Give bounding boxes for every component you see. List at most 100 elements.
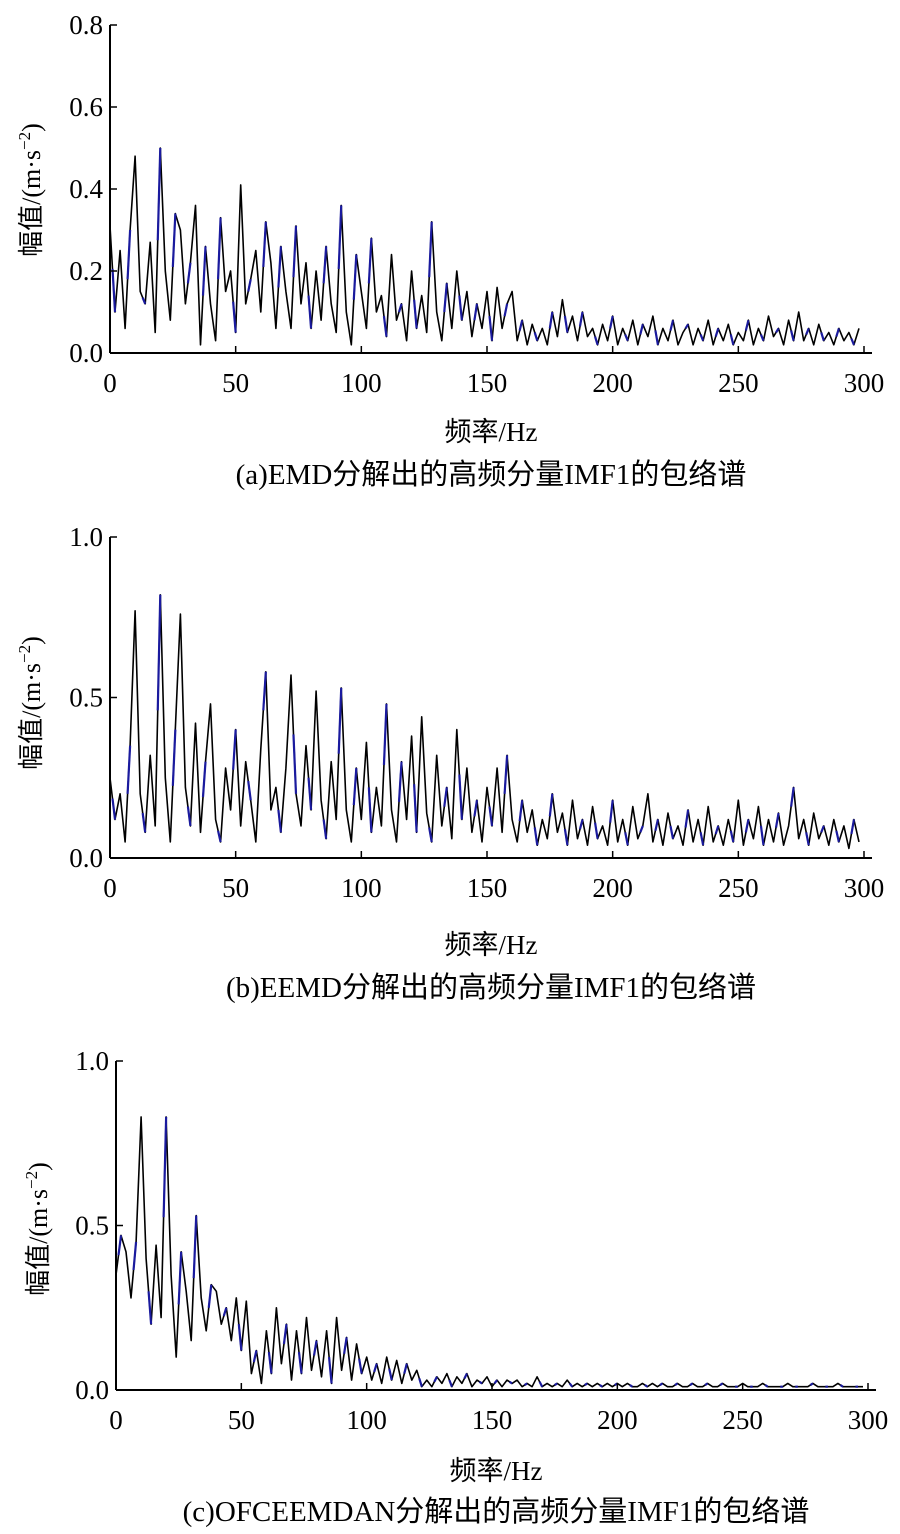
series-highlight	[835, 830, 840, 843]
y-tick-label: 1.0	[69, 522, 103, 552]
series-highlight	[533, 332, 539, 342]
series-highlight	[222, 1307, 228, 1317]
x-axis-label: 频率/Hz	[450, 1456, 543, 1486]
series-highlight	[367, 787, 373, 833]
series-highlight	[689, 1382, 694, 1386]
series-highlight	[835, 328, 840, 337]
series-highlight	[488, 315, 494, 341]
series-highlight	[568, 1382, 574, 1388]
series-line	[109, 147, 860, 346]
series-highlight	[704, 1382, 709, 1386]
series-highlight	[232, 301, 237, 333]
axes	[109, 25, 872, 354]
series-highlight	[805, 832, 810, 846]
series-highlight	[397, 303, 403, 313]
series-highlight	[518, 319, 524, 331]
y-axis-label-text: 幅值/(m·s−2)	[22, 1162, 53, 1296]
series-highlight	[397, 761, 403, 802]
series-highlight	[367, 238, 373, 284]
series-highlight	[639, 324, 644, 335]
series-highlight	[538, 1381, 544, 1388]
series-highlight	[478, 1380, 483, 1385]
y-tick-label: 0.5	[69, 683, 103, 713]
series-highlight	[141, 812, 147, 833]
series-highlight	[418, 1378, 423, 1388]
series-highlight	[388, 1368, 393, 1381]
series-highlight	[282, 1324, 288, 1345]
series-highlight	[644, 1384, 649, 1388]
series-highlight	[548, 793, 554, 817]
series-highlight	[237, 1324, 243, 1351]
series-highlight	[448, 1379, 453, 1388]
y-tick-label: 0.0	[69, 843, 103, 873]
series-highlight	[177, 1251, 183, 1305]
series-highlight	[463, 1373, 468, 1379]
series-highlight	[820, 825, 825, 833]
series-highlight	[433, 1376, 438, 1383]
series-highlight	[201, 761, 207, 798]
series-highlight	[373, 1363, 378, 1373]
series-highlight	[523, 1382, 528, 1386]
series-highlight	[488, 806, 494, 827]
y-tick-label: 0.6	[69, 92, 103, 122]
series-highlight	[352, 768, 358, 806]
x-tick-label: 100	[346, 1405, 387, 1435]
series-highlight	[805, 327, 810, 335]
x-tick-label: 200	[597, 1405, 638, 1435]
x-tick-label: 50	[228, 1405, 255, 1435]
plot-area	[109, 594, 860, 850]
series-highlight	[654, 819, 659, 831]
series-highlight	[850, 338, 855, 346]
series-highlight	[322, 246, 328, 284]
series-highlight	[126, 229, 132, 280]
series-highlight	[216, 217, 222, 280]
series-highlight	[503, 755, 509, 794]
series-highlight	[714, 328, 720, 337]
series-highlight	[428, 827, 433, 843]
y-axis-label-text: 幅值/(m·s−2)	[15, 123, 46, 257]
chart-svg-b: 0 50 100 150 200 250 300 0.0 0.5 1.0 幅值/(m·s−2) 频…	[15, 522, 884, 1004]
series-highlight	[639, 825, 644, 833]
series-highlight	[458, 295, 463, 321]
x-tick-label: 0	[103, 368, 117, 398]
x-tick-label: 50	[222, 368, 249, 398]
y-tick-label: 0.2	[69, 256, 103, 286]
x-tick-label: 200	[592, 873, 633, 903]
x-tick-label: 150	[467, 368, 508, 398]
y-axis-label-text: 幅值/(m·s−2)	[15, 636, 46, 770]
series-highlight	[809, 1382, 814, 1386]
series-highlight	[171, 729, 177, 786]
series-highlight	[252, 1350, 258, 1363]
series-highlight	[699, 334, 705, 342]
series-highlight	[413, 299, 418, 329]
series-highlight	[839, 1384, 844, 1388]
chart-panel-c: 0 50 100 150 200 250 300 0.0 0.5 1.0 幅值/(m·s−2) 频…	[0, 1033, 900, 1534]
series-highlight	[343, 1337, 348, 1354]
series-highlight	[764, 1384, 769, 1388]
plot-area	[115, 1116, 863, 1388]
ticks: 0 50 100 150 200 250 300 0.0 0.2 0.4 0.6 0.8	[69, 10, 884, 398]
series-highlight	[533, 827, 539, 846]
series-highlight	[714, 825, 720, 835]
x-axis-label: 频率/Hz	[445, 417, 538, 447]
series-highlight	[126, 745, 132, 794]
series-highlight	[594, 336, 599, 346]
series-highlight	[729, 334, 735, 346]
chart-panel-b: 0 50 100 150 200 250 300 0.0 0.5 1.0 幅值/(m·s−2) 频…	[0, 513, 900, 1023]
series-highlight	[774, 812, 780, 828]
x-tick-label: 50	[222, 873, 249, 903]
series-highlight	[518, 800, 524, 822]
series-highlight	[744, 819, 750, 833]
series-highlight	[729, 830, 735, 843]
series-highlight	[156, 147, 162, 241]
series-highlight	[508, 1380, 513, 1385]
series-highlight	[624, 832, 629, 846]
x-tick-label: 100	[341, 368, 382, 398]
series-highlight	[147, 1291, 153, 1325]
series-highlight	[554, 1382, 558, 1386]
series-highlight	[669, 825, 675, 839]
series-highlight	[669, 319, 675, 331]
series-highlight	[609, 800, 614, 823]
series-highlight	[156, 594, 162, 711]
x-tick-label: 300	[844, 368, 885, 398]
